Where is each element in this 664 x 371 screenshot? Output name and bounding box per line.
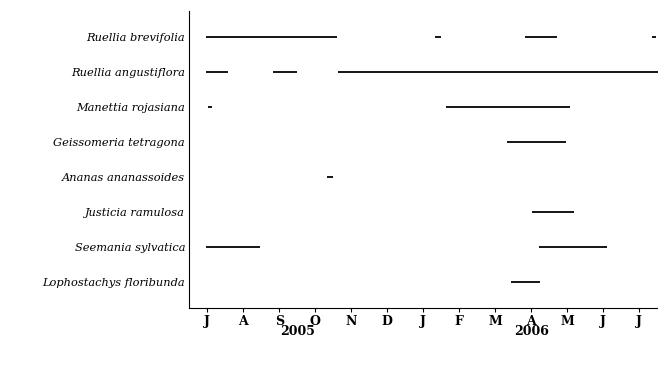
Text: 2005: 2005	[280, 325, 315, 338]
Text: 2006: 2006	[514, 325, 548, 338]
